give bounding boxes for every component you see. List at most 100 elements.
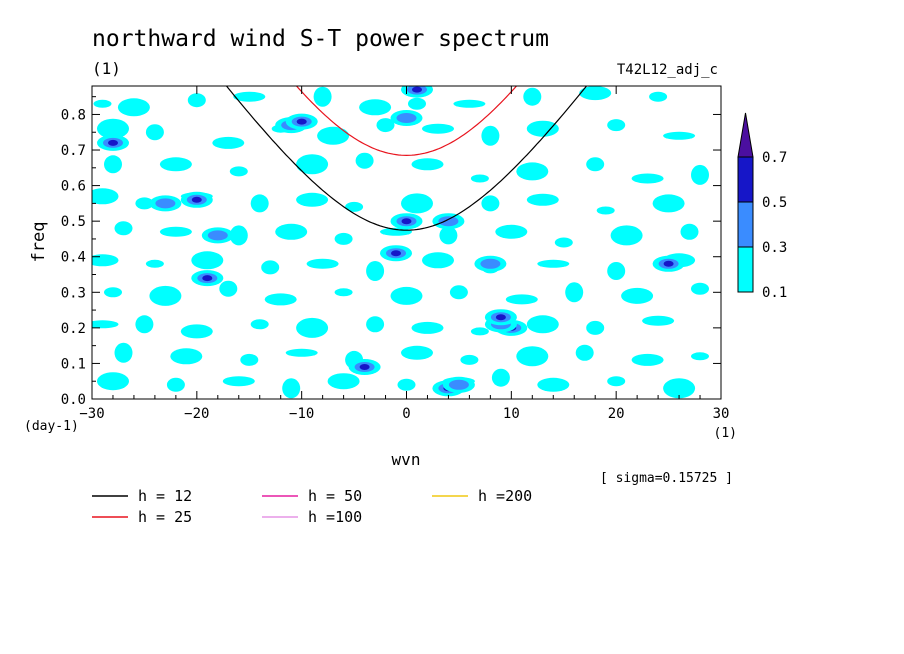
power-patch bbox=[663, 378, 696, 399]
chart-title: northward wind S-T power spectrum bbox=[92, 26, 549, 52]
y-axis: 0.0 0.1 0.2 0.3 0.4 0.5 0.6 0.7 0.8 bbox=[61, 96, 721, 408]
power-contours-high bbox=[97, 86, 685, 397]
power-patch bbox=[449, 285, 468, 300]
power-patch bbox=[306, 258, 339, 269]
sigma-label: [ sigma=0.15725 ] bbox=[600, 471, 733, 486]
colorbar-segment bbox=[737, 156, 754, 203]
power-patch bbox=[92, 188, 119, 205]
power-patch bbox=[170, 348, 203, 365]
power-patch bbox=[327, 373, 360, 390]
y-tick-label: 0.5 bbox=[61, 214, 86, 230]
x-axis-label: wvn bbox=[392, 450, 421, 469]
power-patch bbox=[92, 254, 119, 267]
power-patch bbox=[222, 376, 255, 387]
power-patch bbox=[296, 154, 329, 175]
power-peak bbox=[207, 230, 228, 241]
power-patch bbox=[554, 237, 573, 248]
legend: h = 12 h = 25 h = 50 h =100 h =200 bbox=[92, 487, 532, 526]
x-tick-label: 0 bbox=[402, 406, 410, 422]
power-patch bbox=[680, 223, 699, 240]
power-patch bbox=[460, 354, 479, 365]
power-peak bbox=[438, 216, 459, 227]
power-peak-core bbox=[495, 314, 506, 321]
power-patch bbox=[607, 119, 626, 132]
x-tick-label: 20 bbox=[608, 406, 625, 422]
power-patch bbox=[97, 118, 129, 139]
power-patch bbox=[334, 232, 353, 245]
power-patch bbox=[317, 126, 350, 145]
power-patch bbox=[575, 344, 594, 361]
power-peak-core bbox=[663, 260, 674, 267]
power-patch bbox=[411, 158, 444, 171]
power-peak-core bbox=[412, 86, 422, 93]
power-patch bbox=[390, 286, 423, 305]
y-axis-label: freq bbox=[29, 222, 49, 263]
x-tick-label: 10 bbox=[503, 406, 520, 422]
power-patch bbox=[104, 287, 122, 298]
power-patch bbox=[355, 152, 374, 169]
power-patch bbox=[366, 261, 385, 281]
power-patch bbox=[526, 120, 559, 137]
dispersion-curve bbox=[225, 86, 588, 231]
power-patch bbox=[219, 280, 238, 297]
power-patch bbox=[114, 342, 133, 363]
power-patch bbox=[470, 327, 489, 336]
power-patch bbox=[145, 259, 164, 268]
power-patch bbox=[191, 251, 224, 270]
power-contours-low bbox=[92, 86, 709, 399]
power-patch bbox=[495, 224, 528, 239]
y-tick-label: 0.3 bbox=[61, 285, 86, 301]
power-patch bbox=[596, 206, 615, 215]
power-patch bbox=[145, 124, 164, 141]
power-patch bbox=[397, 378, 416, 391]
dispersion-curves bbox=[225, 86, 588, 231]
x-tick-label: −30 bbox=[79, 406, 104, 422]
power-patch bbox=[159, 226, 192, 237]
power-patch bbox=[313, 86, 332, 107]
legend-label: h =100 bbox=[308, 508, 362, 526]
power-peak bbox=[396, 113, 417, 123]
power-patch bbox=[296, 192, 329, 207]
colorbar: 0.1 0.3 0.5 0.7 bbox=[737, 112, 787, 301]
power-patch bbox=[516, 346, 549, 367]
power-patch bbox=[607, 262, 626, 280]
power-patch bbox=[376, 118, 395, 133]
power-patch bbox=[166, 377, 185, 392]
y-tick-label: 0.7 bbox=[61, 143, 86, 159]
power-patch bbox=[523, 87, 542, 106]
power-peak-core bbox=[359, 364, 370, 370]
power-patch bbox=[212, 136, 245, 149]
dispersion-curve bbox=[295, 86, 518, 157]
power-peak bbox=[448, 379, 469, 390]
power-patch bbox=[422, 123, 454, 134]
power-patch bbox=[505, 294, 538, 305]
power-patch bbox=[275, 223, 308, 240]
power-patch bbox=[526, 315, 559, 334]
power-peak-core bbox=[391, 250, 401, 257]
power-patch bbox=[537, 377, 570, 392]
power-peak-core bbox=[401, 218, 412, 225]
y-tick-label: 0.4 bbox=[61, 250, 86, 266]
power-patch bbox=[117, 98, 150, 117]
y-tick-label: 0.6 bbox=[61, 179, 86, 195]
power-patch bbox=[652, 194, 685, 213]
legend-label: h =200 bbox=[478, 487, 532, 505]
power-patch bbox=[663, 131, 696, 140]
power-patch bbox=[229, 225, 248, 246]
x-unit-label: (1) bbox=[714, 426, 737, 441]
run-label: T42L12_adj_c bbox=[617, 62, 718, 78]
power-patch bbox=[104, 155, 122, 174]
power-patch bbox=[481, 195, 500, 212]
power-patch bbox=[159, 157, 192, 172]
power-patch bbox=[537, 259, 570, 268]
power-patch bbox=[586, 320, 605, 335]
legend-label: h = 25 bbox=[138, 508, 192, 526]
power-patch bbox=[285, 348, 318, 357]
power-patch bbox=[240, 353, 259, 366]
power-patch bbox=[114, 221, 133, 236]
power-patch bbox=[229, 166, 248, 177]
x-tick-label: −20 bbox=[184, 406, 209, 422]
power-patch bbox=[401, 345, 433, 360]
x-tick-label: −10 bbox=[289, 406, 314, 422]
power-patch bbox=[282, 378, 301, 399]
